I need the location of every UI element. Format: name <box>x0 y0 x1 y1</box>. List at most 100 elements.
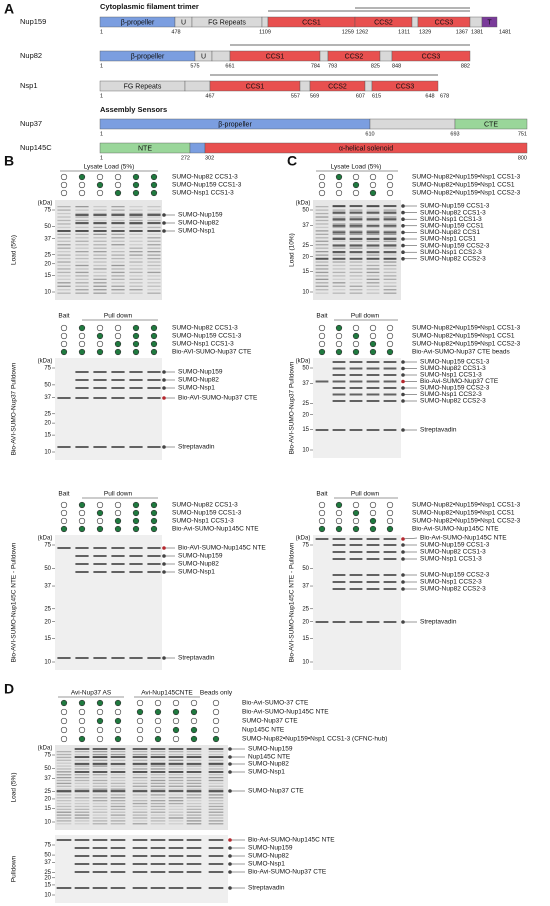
condition-label: SUMO-Nup82•Nup159•Nsp1 CCS2-3 <box>412 190 521 197</box>
band-label: SUMO-Nsp1 <box>178 569 215 576</box>
gel-band <box>75 254 89 256</box>
marker-label: 25 <box>44 252 51 258</box>
gel-band <box>132 847 148 849</box>
gel-band <box>150 776 166 779</box>
band-dot <box>401 373 405 377</box>
marker-label: 20 <box>44 619 51 625</box>
residue-number: 1 <box>100 131 103 137</box>
gel-band <box>168 823 184 825</box>
gel-band <box>208 802 224 805</box>
condition-dot <box>172 726 180 734</box>
gel-band <box>332 621 346 623</box>
gel-band <box>186 839 202 841</box>
gel-band <box>208 847 224 849</box>
condition-dot <box>60 699 68 707</box>
gel-band <box>75 387 89 389</box>
condition-dot <box>212 699 220 707</box>
band-dot <box>162 554 166 558</box>
condition-dot <box>369 332 377 340</box>
gel-band <box>150 753 166 756</box>
gel-band <box>366 264 380 267</box>
gel-band <box>332 374 346 376</box>
gel-band <box>93 571 107 573</box>
condition-dot <box>318 525 326 533</box>
gel-band <box>57 547 71 549</box>
gel-band <box>110 814 126 816</box>
protein-name: Nup82 <box>20 51 42 60</box>
gel-band <box>332 254 346 256</box>
gel-band <box>92 765 108 767</box>
gel-band <box>349 271 363 274</box>
gel-band <box>208 782 224 785</box>
condition-dot <box>78 708 86 716</box>
gel-band <box>208 763 224 765</box>
gel-band <box>75 371 89 373</box>
gel-ylabel: Load (10%) <box>289 233 296 267</box>
gel-band <box>110 771 126 773</box>
marker-label: 37 <box>302 381 309 387</box>
gel-band <box>349 268 363 270</box>
gel-band <box>74 794 90 796</box>
domain-label: CCS3 <box>396 83 415 90</box>
band-dot <box>162 396 166 400</box>
gel-band <box>366 230 380 232</box>
gel-band <box>186 823 202 825</box>
band-dot <box>401 580 405 584</box>
gel-band <box>366 289 380 291</box>
condition-dot <box>369 348 377 356</box>
gel-band <box>186 771 202 773</box>
condition-dot <box>318 332 326 340</box>
gel-band <box>315 209 329 211</box>
condition-dot <box>386 173 394 181</box>
condition-dot <box>136 717 144 725</box>
gel-band <box>110 753 126 756</box>
gel-band <box>383 588 397 590</box>
band-dot <box>162 229 166 233</box>
gel-band <box>93 233 107 235</box>
gel-band <box>74 871 90 873</box>
gel-band <box>150 771 166 773</box>
gel-band <box>147 397 161 399</box>
gel-band <box>332 361 346 363</box>
gel-band <box>93 446 107 448</box>
gel-band <box>132 774 148 776</box>
marker-label: 20 <box>44 261 51 267</box>
gel-band <box>366 361 380 363</box>
domain <box>319 50 329 62</box>
domain <box>211 50 231 62</box>
gel-band <box>208 779 224 782</box>
gel-band <box>208 759 224 761</box>
marker-label: 15 <box>44 806 51 812</box>
condition-dot <box>114 501 122 509</box>
band-label: SUMO-Nup82 <box>178 220 219 227</box>
domain <box>469 16 483 28</box>
marker-label: 15 <box>44 883 51 889</box>
condition-dot <box>60 181 68 189</box>
condition-dot <box>150 525 158 533</box>
gel-band <box>208 765 224 767</box>
residue-number: 1 <box>100 93 103 99</box>
gel-band <box>349 257 363 260</box>
gel-band <box>349 544 363 546</box>
gel-band <box>366 400 380 402</box>
residue-number: 848 <box>392 63 401 69</box>
condition-dot <box>335 501 343 509</box>
marker-label: 50 <box>44 766 51 772</box>
gel-band <box>132 776 148 779</box>
band-dot <box>401 386 405 390</box>
gel-band <box>92 753 108 756</box>
gel-band <box>383 544 397 546</box>
gel-header: Pull down <box>104 313 133 320</box>
domain-label: NTE <box>138 145 152 152</box>
gel-band <box>186 790 202 792</box>
gel-header: Pull down <box>351 313 380 320</box>
gel-band <box>57 244 71 246</box>
band-label: SUMO-Nsp1 <box>248 769 285 776</box>
condition-dot <box>96 726 104 734</box>
gel-band <box>132 794 148 796</box>
band-label: Streptavadin <box>420 427 457 434</box>
gel-band <box>186 847 202 849</box>
condition-dot <box>369 517 377 525</box>
gel-band <box>208 751 224 753</box>
condition-dot <box>190 726 198 734</box>
